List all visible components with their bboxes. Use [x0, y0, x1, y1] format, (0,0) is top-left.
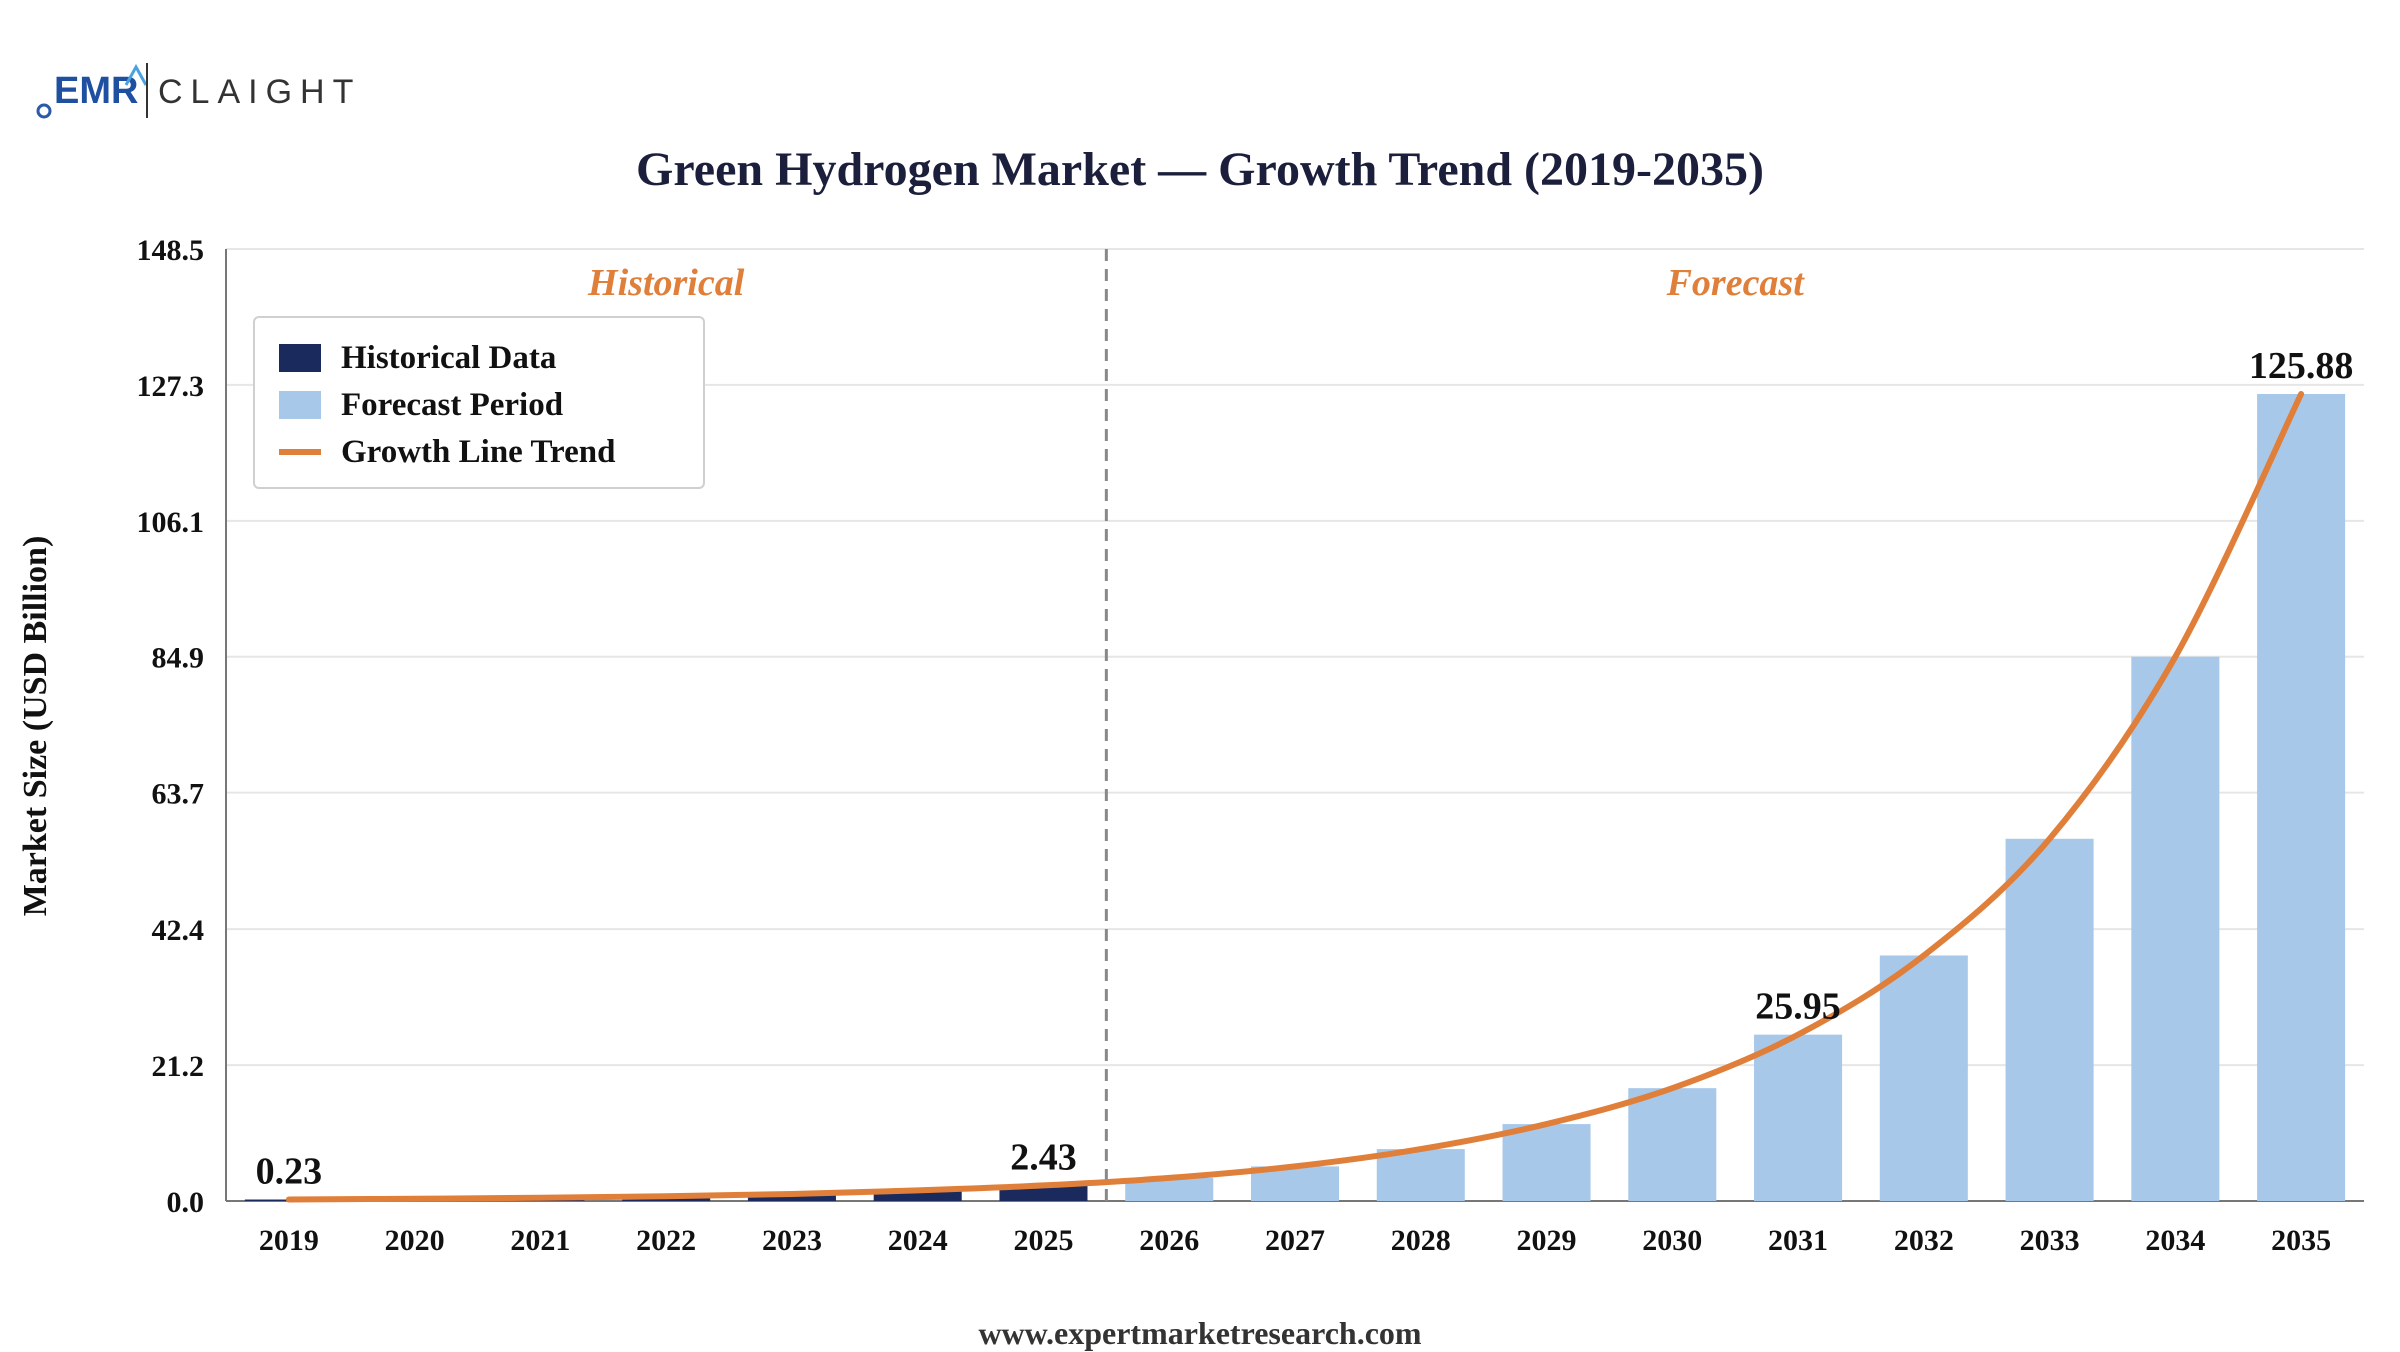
y-tick-label: 106.1 — [137, 506, 205, 539]
bar-forecast-2035 — [2257, 394, 2346, 1201]
y-tick-label: 84.9 — [152, 642, 205, 675]
legend: Historical Data Forecast Period Growth L… — [253, 316, 705, 489]
x-tick-label: 2031 — [1768, 1224, 1828, 1257]
x-tick-label: 2034 — [2145, 1224, 2205, 1257]
logo-emr-text: EMR — [54, 70, 138, 112]
logo-arrow-icon — [124, 63, 148, 86]
y-axis-label: Market Size (USD Billion) — [17, 536, 54, 917]
y-tick-label: 63.7 — [152, 778, 205, 811]
bar-forecast-2034 — [2131, 656, 2220, 1201]
bar-forecast-2028 — [1376, 1149, 1465, 1201]
bar-forecast-2026 — [1125, 1177, 1214, 1201]
emr-claight-logo: EMR CLAIGHT — [36, 63, 361, 119]
logo-divider — [146, 63, 148, 118]
legend-label-historical: Historical Data — [341, 339, 557, 376]
bar-historical-2023 — [747, 1193, 836, 1201]
bar-historical-2024 — [873, 1190, 962, 1201]
legend-label-forecast: Forecast Period — [341, 386, 564, 423]
x-tick-label: 2020 — [385, 1224, 445, 1257]
x-tick-label: 2022 — [636, 1224, 696, 1257]
footer-url: www.expertmarketresearch.com — [978, 1315, 1422, 1351]
y-tick-label: 42.4 — [152, 914, 205, 947]
x-tick-label: 2027 — [1265, 1224, 1325, 1257]
data-label-2025: 2.43 — [1010, 1136, 1077, 1178]
region-label-forecast: Forecast — [1666, 262, 1806, 304]
x-tick-label: 2024 — [888, 1224, 948, 1257]
y-tick-label: 21.2 — [152, 1050, 205, 1083]
x-tick-label: 2023 — [762, 1224, 822, 1257]
x-tick-label: 2028 — [1391, 1224, 1451, 1257]
legend-label-trend: Growth Line Trend — [341, 433, 616, 470]
data-label-2019: 0.23 — [256, 1151, 323, 1193]
legend-item-forecast: Forecast Period — [279, 385, 563, 425]
x-tick-label: 2033 — [2020, 1224, 2080, 1257]
legend-swatch-historical — [279, 344, 321, 372]
bar-forecast-2031 — [1754, 1034, 1843, 1201]
trend-line-layer — [285, 391, 2305, 1203]
x-tick-label: 2035 — [2271, 1224, 2331, 1257]
trend-line — [285, 391, 2305, 1203]
x-tick-label: 2025 — [1013, 1224, 1073, 1257]
x-tick-label: 2021 — [510, 1224, 570, 1257]
chart-title: Green Hydrogen Market — Growth Trend (20… — [636, 143, 1764, 196]
data-label-2031: 25.95 — [1755, 986, 1841, 1028]
x-tick-label: 2029 — [1517, 1224, 1577, 1257]
y-tick-labels: 0.0 21.2 42.4 63.7 84.9 106.1 127.3 148.5 — [137, 234, 205, 1219]
data-label-2035: 125.88 — [2249, 345, 2354, 387]
bar-forecast-2032 — [1879, 955, 1968, 1201]
logo-dot-icon — [36, 103, 52, 119]
bar-forecast-2029 — [1502, 1124, 1591, 1201]
x-tick-label: 2032 — [1894, 1224, 1954, 1257]
legend-swatch-forecast — [279, 391, 321, 419]
legend-item-historical: Historical Data — [279, 338, 556, 378]
y-tick-label: 127.3 — [137, 370, 205, 403]
bars — [244, 394, 2346, 1201]
legend-item-trend: Growth Line Trend — [279, 432, 615, 472]
legend-swatch-trend — [279, 449, 321, 455]
logo-claight-text: CLAIGHT — [158, 73, 361, 111]
x-tick-label: 2026 — [1139, 1224, 1199, 1257]
region-labels: Historical Forecast — [587, 262, 1805, 304]
bar-forecast-2030 — [1628, 1088, 1717, 1201]
y-tick-label: 0.0 — [167, 1186, 205, 1219]
region-label-historical: Historical — [587, 262, 745, 304]
data-labels: 0.23 2.43 25.95 125.88 — [256, 345, 2354, 1193]
y-tick-label: 148.5 — [137, 234, 205, 267]
bar-forecast-2033 — [2005, 838, 2094, 1201]
x-tick-label: 2030 — [1642, 1224, 1702, 1257]
x-tick-labels: 2019 2020 2021 2022 2023 2024 2025 2026 2027 2028… — [259, 1224, 2331, 1257]
x-tick-label: 2019 — [259, 1224, 319, 1257]
